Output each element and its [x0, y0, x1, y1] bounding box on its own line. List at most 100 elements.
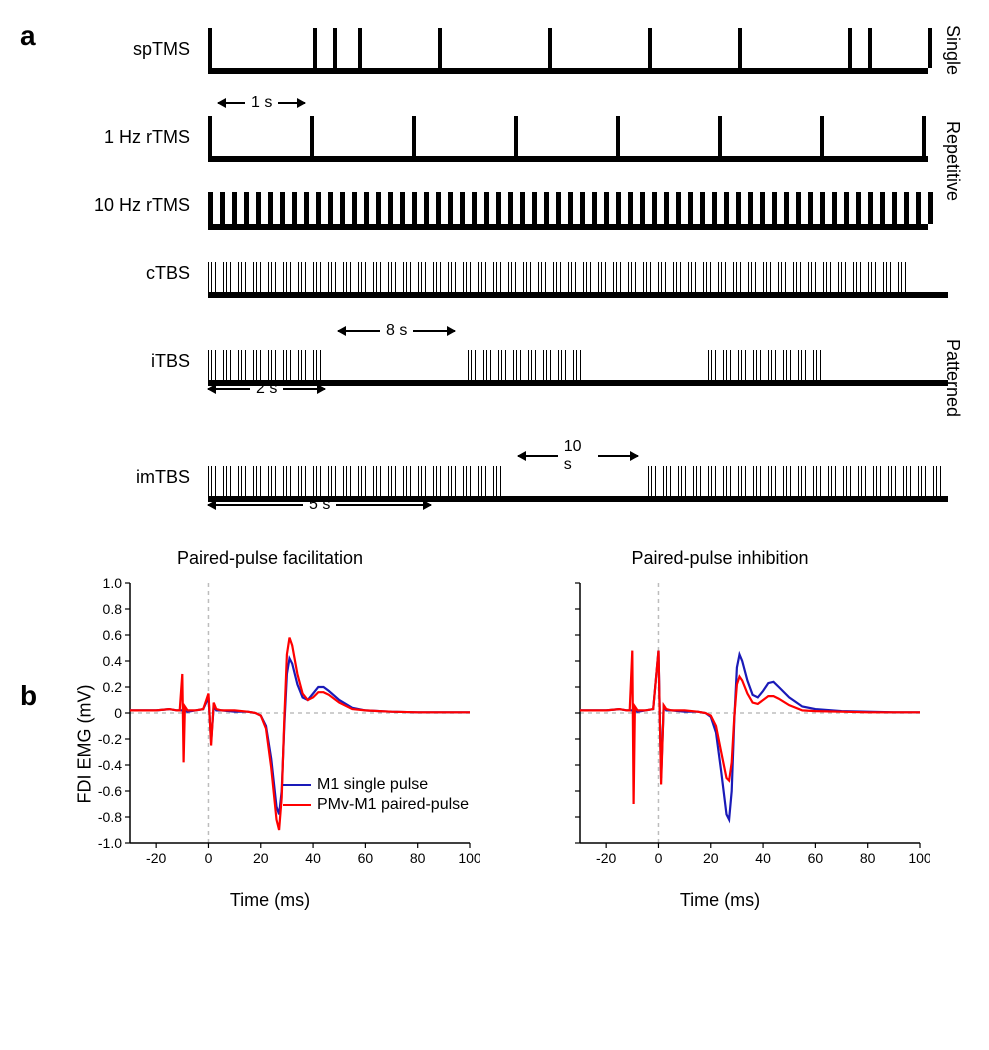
pulse-tick	[736, 192, 741, 224]
time-annotation: 10 s	[518, 438, 638, 474]
burst-tick	[208, 350, 209, 380]
burst-tick	[335, 466, 336, 496]
pulse-tick	[548, 28, 552, 68]
protocol-row: spTMS	[30, 24, 969, 74]
burst-tick	[651, 466, 652, 496]
burst-tick	[865, 466, 866, 496]
burst-tick	[260, 350, 261, 380]
pulse-tick	[220, 192, 225, 224]
burst-tick	[738, 350, 739, 380]
burst-tick	[283, 350, 284, 380]
burst-tick	[781, 262, 782, 292]
burst-tick	[316, 262, 317, 292]
side-group-label: Repetitive	[942, 121, 963, 201]
burst-tick	[500, 262, 501, 292]
burst-tick	[421, 466, 422, 496]
burst-tick	[253, 466, 254, 496]
burst-tick	[268, 350, 269, 380]
burst-tick	[820, 466, 821, 496]
burst-tick	[871, 262, 872, 292]
burst-tick	[823, 262, 824, 292]
chart-svg: -1.0-0.8-0.6-0.4-0.200.20.40.60.81.0-200…	[60, 573, 480, 883]
burst-tick	[805, 466, 806, 496]
protocol-label: cTBS	[30, 263, 208, 284]
burst-tick	[223, 466, 224, 496]
burst-tick	[666, 466, 667, 496]
burst-tick	[691, 262, 692, 292]
pulse-tick	[532, 192, 537, 224]
protocol-label: spTMS	[30, 39, 208, 60]
burst-tick	[486, 350, 487, 380]
burst-tick	[845, 262, 846, 292]
svg-text:80: 80	[860, 850, 876, 866]
burst-tick	[516, 350, 517, 380]
burst-tick	[693, 466, 694, 496]
burst-tick	[331, 466, 332, 496]
svg-text:0.8: 0.8	[103, 601, 123, 617]
time-annotation-text: 1 s	[245, 94, 278, 112]
burst-tick	[463, 466, 464, 496]
burst-tick	[493, 262, 494, 292]
pulse-tick	[718, 116, 722, 156]
burst-tick	[678, 466, 679, 496]
burst-tick	[778, 262, 779, 292]
burst-tick	[910, 466, 911, 496]
burst-tick	[853, 262, 854, 292]
burst-tick	[681, 466, 682, 496]
time-annotation-text: 5 s	[303, 496, 336, 514]
burst-tick	[478, 466, 479, 496]
burst-tick	[260, 466, 261, 496]
burst-tick	[313, 262, 314, 292]
burst-tick	[425, 262, 426, 292]
burst-tick	[568, 262, 569, 292]
burst-tick	[436, 262, 437, 292]
panel-a: spTMS1 Hz rTMS1 s10 Hz rTMScTBSiTBS8 s2 …	[30, 20, 969, 502]
burst-tick	[620, 262, 621, 292]
burst-tick	[838, 262, 839, 292]
burst-tick	[808, 262, 809, 292]
burst-tick	[275, 350, 276, 380]
pulse-tick	[424, 192, 429, 224]
side-group-label: Single	[942, 25, 963, 75]
time-annotation: 1 s	[218, 94, 308, 112]
burst-tick	[798, 466, 799, 496]
svg-text:0: 0	[655, 850, 663, 866]
protocol-row: cTBS	[30, 248, 969, 298]
burst-tick	[560, 262, 561, 292]
burst-tick	[748, 262, 749, 292]
pulse-tick	[310, 116, 314, 156]
burst-tick	[241, 262, 242, 292]
burst-tick	[831, 466, 832, 496]
burst-tick	[706, 262, 707, 292]
burst-tick	[586, 262, 587, 292]
burst-tick	[501, 350, 502, 380]
burst-tick	[328, 466, 329, 496]
pulse-tick	[358, 28, 362, 68]
burst-tick	[730, 350, 731, 380]
burst-tick	[523, 262, 524, 292]
burst-tick	[556, 262, 557, 292]
burst-tick	[418, 262, 419, 292]
svg-text:40: 40	[305, 850, 321, 866]
pulse-tick	[700, 192, 705, 224]
burst-tick	[466, 466, 467, 496]
burst-tick	[811, 262, 812, 292]
burst-tick	[561, 350, 562, 380]
burst-tick	[391, 466, 392, 496]
pulse-tick	[922, 116, 926, 156]
burst-tick	[830, 262, 831, 292]
svg-text:40: 40	[755, 850, 771, 866]
burst-tick	[768, 466, 769, 496]
burst-tick	[346, 466, 347, 496]
burst-tick	[880, 466, 881, 496]
pulse-tick	[832, 192, 837, 224]
burst-tick	[730, 466, 731, 496]
pulse-tick	[868, 192, 873, 224]
burst-tick	[361, 466, 362, 496]
burst-tick	[425, 466, 426, 496]
burst-tick	[558, 350, 559, 380]
burst-tick	[646, 262, 647, 292]
burst-tick	[665, 262, 666, 292]
burst-tick	[380, 466, 381, 496]
svg-text:0.6: 0.6	[103, 627, 123, 643]
